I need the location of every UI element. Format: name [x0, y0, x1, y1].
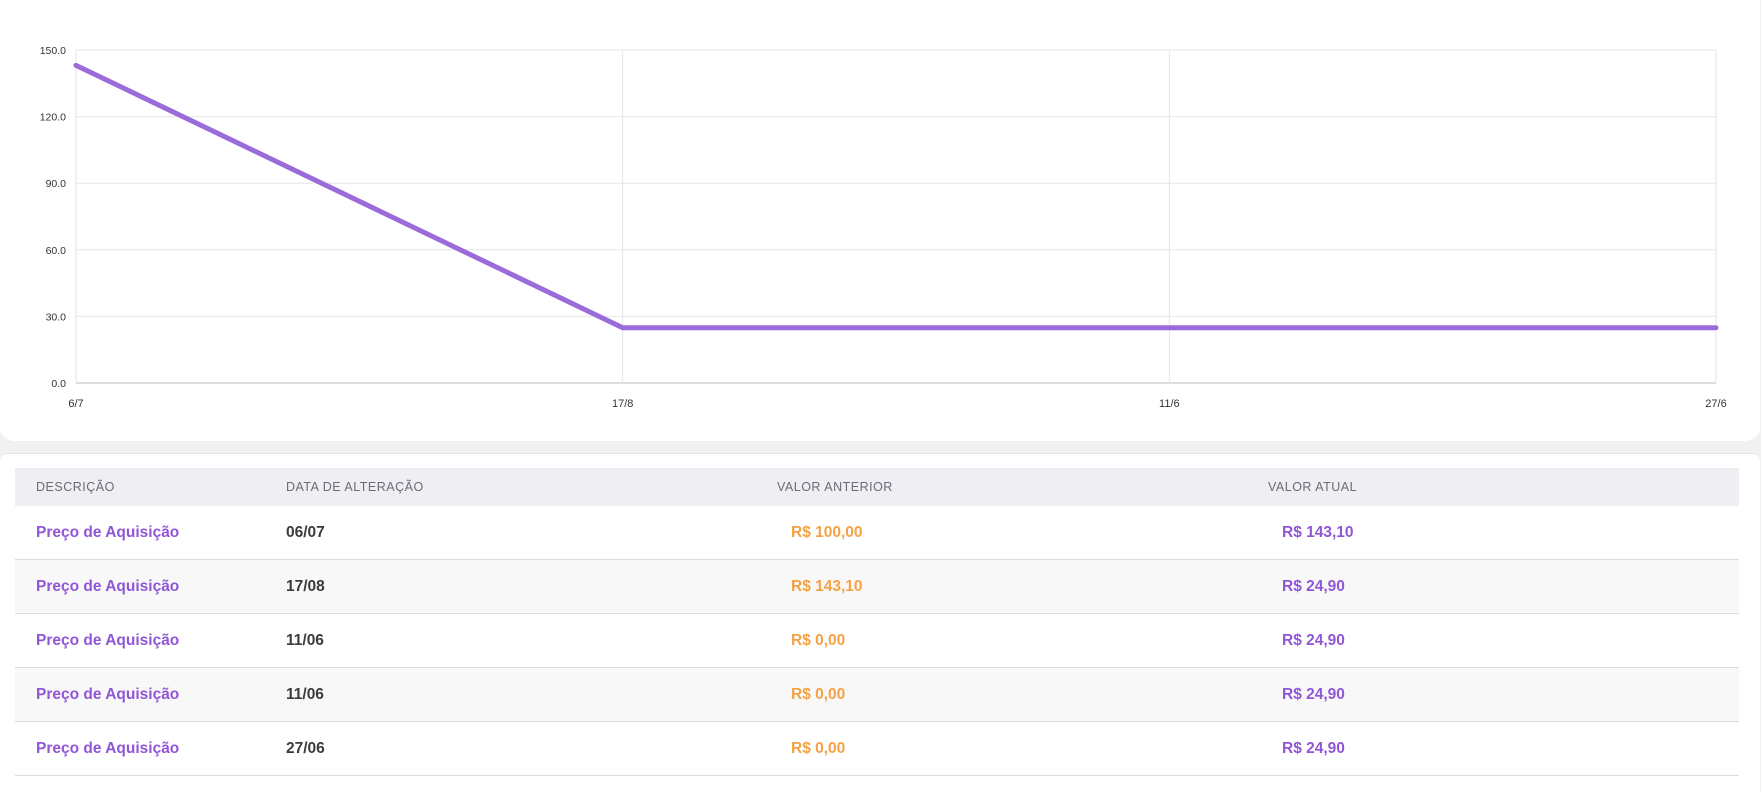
series-line	[73, 62, 1719, 331]
row-previous-value: R$ 0,00	[791, 686, 846, 703]
price-history-chart-card: 0.0 30.0 60.0 90.0 120.0 150.0 6/7 17/8 11/6 27/6	[0, 0, 1760, 441]
table-row: Preço de Aquisição 11/06 R$ 0,00 R$ 24,9…	[15, 668, 1739, 722]
x-tick-label: 6/7	[68, 398, 83, 410]
x-tick-label: 11/6	[1159, 398, 1180, 410]
y-tick-label: 30.0	[46, 311, 67, 323]
x-tick-label: 27/6	[1705, 398, 1726, 410]
header-description[interactable]: DESCRIÇÃO	[36, 480, 115, 494]
x-tick-label: 17/8	[612, 398, 633, 410]
header-current-value[interactable]: VALOR ATUAL	[1268, 480, 1358, 494]
row-description[interactable]: Preço de Aquisição	[36, 686, 180, 703]
header-date[interactable]: DATA DE ALTERAÇÃO	[286, 480, 424, 494]
price-history-table-card: DESCRIÇÃO DATA DE ALTERAÇÃO VALOR ANTERI…	[0, 453, 1760, 793]
row-current-value: R$ 24,90	[1282, 740, 1345, 757]
row-previous-value: R$ 100,00	[791, 524, 863, 541]
y-tick-label: 60.0	[46, 245, 67, 257]
table-row: Preço de Aquisição 17/08 R$ 143,10 R$ 24…	[15, 560, 1739, 614]
row-date: 27/06	[286, 740, 325, 757]
row-current-value: R$ 24,90	[1282, 578, 1345, 595]
row-current-value: R$ 24,90	[1282, 686, 1345, 703]
row-previous-value: R$ 0,00	[791, 632, 846, 649]
y-tick-label: 150.0	[40, 45, 66, 57]
row-current-value: R$ 24,90	[1282, 632, 1345, 649]
row-description[interactable]: Preço de Aquisição	[36, 578, 180, 595]
row-current-value: R$ 143,10	[1282, 524, 1354, 541]
price-history-chart: 0.0 30.0 60.0 90.0 120.0 150.0 6/7 17/8 11/6 27/6	[40, 45, 1727, 410]
price-history-table: DESCRIÇÃO DATA DE ALTERAÇÃO VALOR ANTERI…	[15, 468, 1739, 776]
table-row: Preço de Aquisição 06/07 R$ 100,00 R$ 14…	[15, 506, 1739, 560]
y-tick-label: 0.0	[51, 378, 66, 390]
row-date: 11/06	[286, 686, 324, 703]
row-date: 06/07	[286, 524, 325, 541]
row-date: 17/08	[286, 578, 325, 595]
row-previous-value: R$ 0,00	[791, 740, 846, 757]
table-row: Preço de Aquisição 27/06 R$ 0,00 R$ 24,9…	[15, 722, 1739, 776]
table-row: Preço de Aquisição 11/06 R$ 0,00 R$ 24,9…	[15, 614, 1739, 668]
row-description[interactable]: Preço de Aquisição	[36, 524, 180, 541]
y-tick-label: 90.0	[46, 178, 67, 190]
row-description[interactable]: Preço de Aquisição	[36, 632, 180, 649]
y-tick-label: 120.0	[40, 112, 66, 124]
header-previous-value[interactable]: VALOR ANTERIOR	[777, 480, 893, 494]
row-previous-value: R$ 143,10	[791, 578, 863, 595]
table-header: DESCRIÇÃO DATA DE ALTERAÇÃO VALOR ANTERI…	[15, 468, 1739, 506]
row-date: 11/06	[286, 632, 324, 649]
row-description[interactable]: Preço de Aquisição	[36, 740, 180, 757]
